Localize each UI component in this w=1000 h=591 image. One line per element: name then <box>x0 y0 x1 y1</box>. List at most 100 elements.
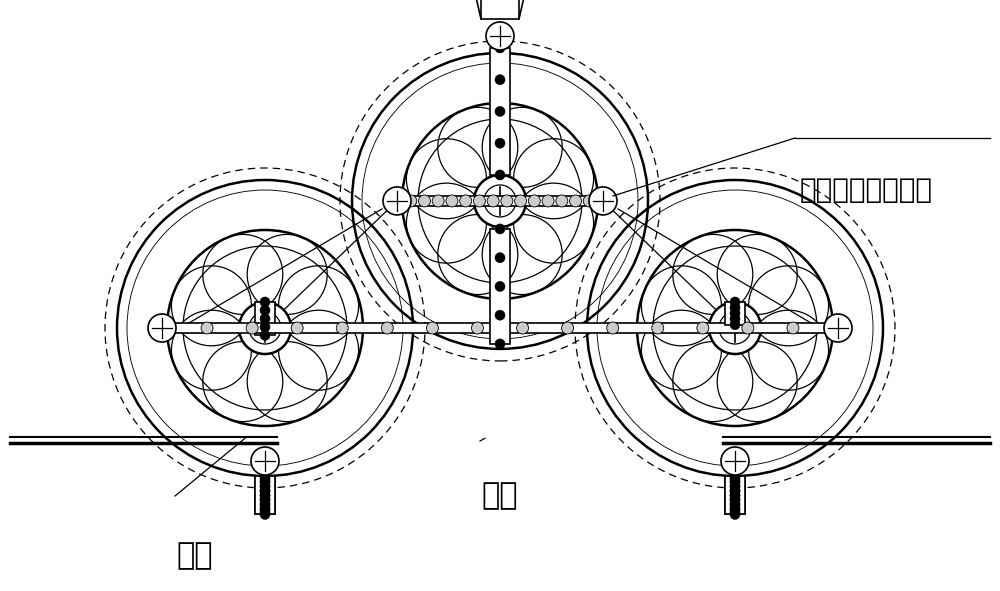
Circle shape <box>260 480 270 491</box>
Circle shape <box>260 490 270 500</box>
Circle shape <box>495 339 505 349</box>
Circle shape <box>495 43 505 53</box>
Circle shape <box>730 473 740 483</box>
Bar <box>255 302 275 335</box>
Circle shape <box>730 471 740 481</box>
Circle shape <box>260 330 270 340</box>
Circle shape <box>495 224 505 234</box>
Circle shape <box>730 503 740 513</box>
Text: 缆绳: 缆绳 <box>177 541 213 570</box>
Circle shape <box>570 195 582 207</box>
Circle shape <box>260 509 270 519</box>
Bar <box>490 48 510 175</box>
Circle shape <box>260 503 270 513</box>
Circle shape <box>652 322 664 334</box>
Circle shape <box>730 476 740 486</box>
Circle shape <box>260 471 270 481</box>
Circle shape <box>260 485 270 495</box>
Circle shape <box>418 195 430 207</box>
Bar <box>725 302 745 324</box>
Circle shape <box>260 482 270 492</box>
Circle shape <box>730 486 740 496</box>
Circle shape <box>201 322 213 334</box>
Circle shape <box>405 195 417 207</box>
Circle shape <box>391 195 403 207</box>
Circle shape <box>260 314 270 324</box>
Circle shape <box>495 74 505 85</box>
Circle shape <box>730 490 740 500</box>
Circle shape <box>589 187 617 215</box>
Circle shape <box>730 297 740 307</box>
Circle shape <box>495 253 505 262</box>
Circle shape <box>474 175 526 227</box>
Circle shape <box>473 195 485 207</box>
Circle shape <box>730 499 740 509</box>
Circle shape <box>517 322 529 334</box>
Bar <box>162 323 838 333</box>
Circle shape <box>260 495 270 505</box>
Bar <box>481 0 519 19</box>
Circle shape <box>730 505 740 515</box>
Circle shape <box>260 306 270 316</box>
Bar <box>255 476 275 514</box>
Circle shape <box>260 499 270 509</box>
Circle shape <box>260 476 270 486</box>
Circle shape <box>501 195 513 207</box>
Circle shape <box>148 314 176 342</box>
Circle shape <box>460 195 472 207</box>
Circle shape <box>383 187 411 215</box>
Circle shape <box>730 485 740 495</box>
Text: 装有传感器的导轮: 装有传感器的导轮 <box>800 176 933 204</box>
Circle shape <box>583 195 595 207</box>
Circle shape <box>597 195 609 207</box>
Bar <box>725 476 745 514</box>
Circle shape <box>260 478 270 488</box>
Circle shape <box>260 500 270 510</box>
Circle shape <box>730 314 740 324</box>
Circle shape <box>824 314 852 342</box>
Circle shape <box>730 507 740 517</box>
Circle shape <box>260 490 270 500</box>
Circle shape <box>471 322 483 334</box>
Circle shape <box>515 195 527 207</box>
Circle shape <box>730 482 740 492</box>
Circle shape <box>495 170 505 180</box>
Circle shape <box>260 473 270 483</box>
Circle shape <box>542 195 554 207</box>
Circle shape <box>730 495 740 505</box>
Circle shape <box>730 320 740 330</box>
Circle shape <box>730 480 740 491</box>
Circle shape <box>156 322 168 334</box>
Circle shape <box>260 486 270 496</box>
Bar <box>397 196 603 206</box>
Circle shape <box>556 195 568 207</box>
Circle shape <box>446 195 458 207</box>
Circle shape <box>607 322 619 334</box>
Circle shape <box>260 322 270 332</box>
Circle shape <box>730 309 740 319</box>
Circle shape <box>562 322 574 334</box>
Circle shape <box>730 495 740 505</box>
Circle shape <box>495 310 505 320</box>
Circle shape <box>495 106 505 116</box>
Circle shape <box>528 195 540 207</box>
Circle shape <box>426 322 438 334</box>
Bar <box>255 476 275 514</box>
Text: 缆绳: 缆绳 <box>482 481 518 510</box>
Circle shape <box>742 322 754 334</box>
Circle shape <box>730 478 740 488</box>
Bar <box>490 229 510 344</box>
Circle shape <box>260 507 270 517</box>
Circle shape <box>381 322 393 334</box>
Circle shape <box>709 302 761 354</box>
Circle shape <box>432 195 444 207</box>
Circle shape <box>260 495 270 505</box>
Circle shape <box>251 447 279 475</box>
Circle shape <box>486 22 514 50</box>
Circle shape <box>239 302 291 354</box>
Circle shape <box>291 322 303 334</box>
Circle shape <box>260 297 270 307</box>
Circle shape <box>495 281 505 291</box>
Circle shape <box>730 509 740 519</box>
Circle shape <box>832 322 844 334</box>
